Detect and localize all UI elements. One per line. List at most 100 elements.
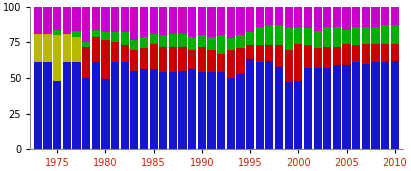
Bar xyxy=(34,34,42,62)
Bar xyxy=(246,32,254,45)
Bar xyxy=(275,67,283,149)
Bar xyxy=(314,7,322,31)
Bar xyxy=(111,32,119,42)
Bar xyxy=(372,62,380,149)
Bar xyxy=(265,7,273,25)
Bar xyxy=(265,45,273,61)
Bar xyxy=(352,62,360,149)
Bar xyxy=(381,25,389,44)
Bar xyxy=(275,25,283,45)
Bar xyxy=(342,30,351,44)
Bar xyxy=(120,32,129,45)
Bar xyxy=(236,35,245,48)
Bar xyxy=(44,34,52,62)
Bar xyxy=(198,72,206,149)
Bar xyxy=(111,62,119,149)
Bar xyxy=(92,30,100,37)
Bar xyxy=(275,45,283,67)
Bar xyxy=(391,61,399,149)
Bar xyxy=(304,45,312,68)
Bar xyxy=(34,7,42,34)
Bar xyxy=(53,35,61,81)
Bar xyxy=(63,62,71,149)
Bar xyxy=(314,68,322,149)
Bar xyxy=(72,7,81,31)
Bar xyxy=(120,7,129,32)
Bar xyxy=(333,47,341,65)
Bar xyxy=(381,44,389,62)
Bar xyxy=(342,44,351,65)
Bar xyxy=(188,49,196,69)
Bar xyxy=(169,47,177,72)
Bar xyxy=(208,72,216,149)
Bar xyxy=(92,62,100,149)
Bar xyxy=(150,34,158,44)
Bar xyxy=(227,78,235,149)
Bar xyxy=(178,7,187,34)
Bar xyxy=(130,40,139,49)
Bar xyxy=(323,47,331,68)
Bar xyxy=(256,7,264,27)
Bar xyxy=(362,27,370,44)
Bar xyxy=(130,71,139,149)
Bar xyxy=(130,7,139,40)
Bar xyxy=(294,7,302,27)
Bar xyxy=(362,44,370,64)
Bar xyxy=(323,7,331,27)
Bar xyxy=(236,7,245,35)
Bar xyxy=(140,37,148,48)
Bar xyxy=(217,35,225,54)
Bar xyxy=(323,27,331,47)
Bar xyxy=(284,49,293,82)
Bar xyxy=(381,62,389,149)
Bar xyxy=(120,62,129,149)
Bar xyxy=(169,72,177,149)
Bar xyxy=(314,48,322,68)
Bar xyxy=(44,7,52,34)
Bar xyxy=(140,69,148,149)
Bar xyxy=(323,68,331,149)
Bar xyxy=(333,7,341,27)
Bar xyxy=(102,7,109,32)
Bar xyxy=(150,69,158,149)
Bar xyxy=(227,7,235,38)
Bar xyxy=(372,27,380,44)
Bar xyxy=(246,45,254,60)
Bar xyxy=(169,34,177,47)
Bar xyxy=(304,28,312,45)
Bar xyxy=(188,37,196,49)
Bar xyxy=(391,25,399,44)
Bar xyxy=(159,47,167,72)
Bar xyxy=(102,40,109,79)
Bar xyxy=(227,38,235,49)
Bar xyxy=(140,48,148,69)
Bar xyxy=(111,7,119,32)
Bar xyxy=(246,7,254,32)
Bar xyxy=(381,7,389,25)
Bar xyxy=(102,32,109,40)
Bar xyxy=(275,7,283,25)
Bar xyxy=(169,7,177,34)
Bar xyxy=(284,7,293,28)
Bar xyxy=(34,62,42,149)
Bar xyxy=(284,28,293,49)
Bar xyxy=(72,31,81,37)
Bar xyxy=(188,69,196,149)
Bar xyxy=(265,61,273,149)
Bar xyxy=(130,49,139,71)
Bar xyxy=(391,44,399,61)
Bar xyxy=(72,37,81,62)
Bar xyxy=(227,49,235,78)
Bar xyxy=(284,82,293,149)
Bar xyxy=(53,30,61,35)
Bar xyxy=(352,27,360,45)
Bar xyxy=(333,27,341,47)
Bar xyxy=(372,44,380,62)
Bar xyxy=(256,45,264,62)
Bar xyxy=(92,7,100,30)
Bar xyxy=(333,65,341,149)
Bar xyxy=(111,42,119,62)
Bar xyxy=(314,31,322,48)
Bar xyxy=(342,65,351,149)
Bar xyxy=(391,7,399,25)
